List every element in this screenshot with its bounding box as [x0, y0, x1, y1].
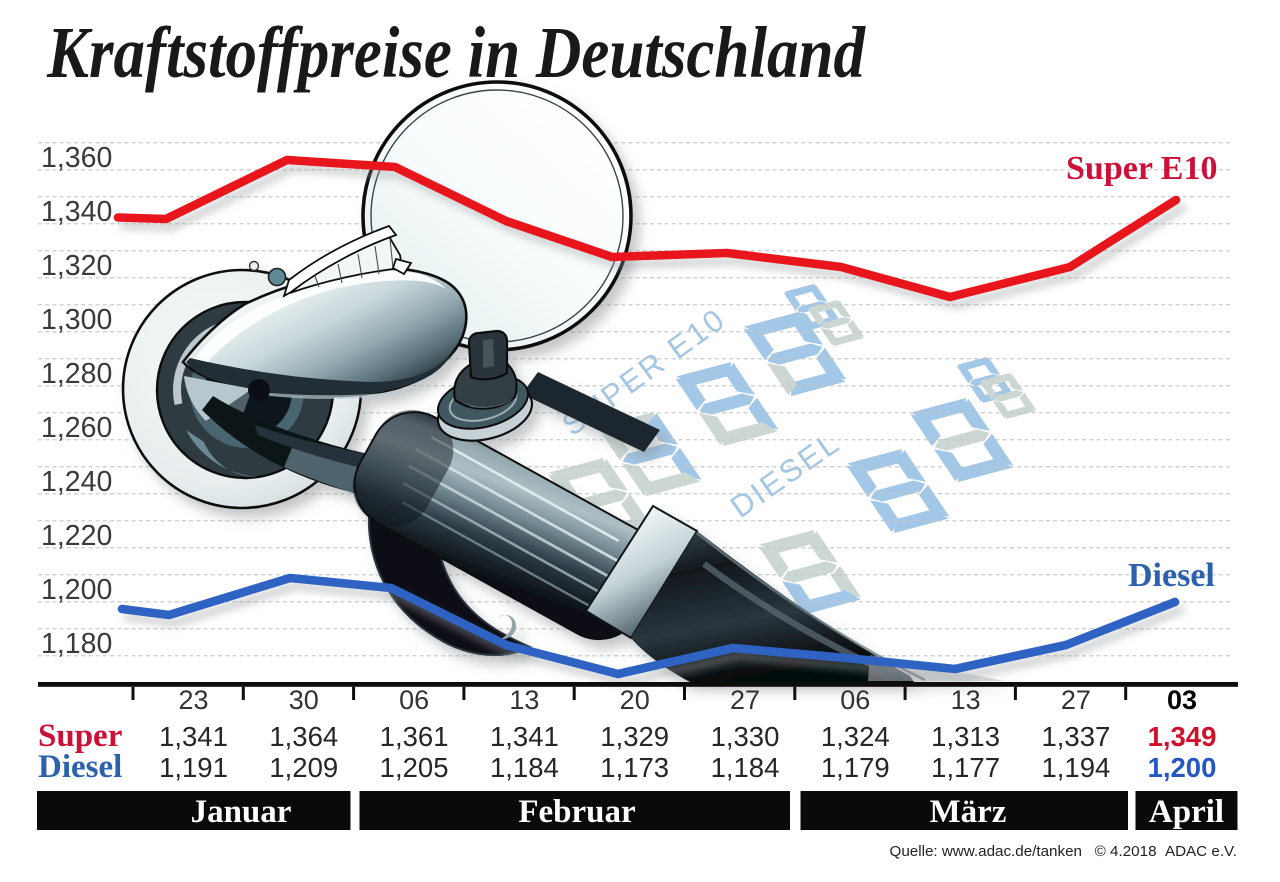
- svg-text:1,337: 1,337: [1041, 721, 1110, 752]
- svg-text:1,180: 1,180: [41, 628, 112, 660]
- svg-text:06: 06: [399, 685, 429, 715]
- svg-text:1,184: 1,184: [490, 752, 559, 783]
- svg-text:Super: Super: [38, 718, 122, 754]
- svg-text:1,300: 1,300: [41, 304, 112, 336]
- svg-text:30: 30: [289, 685, 319, 715]
- svg-text:27: 27: [730, 685, 760, 715]
- svg-text:23: 23: [178, 685, 208, 715]
- svg-text:1,200: 1,200: [1148, 752, 1217, 783]
- svg-text:1,179: 1,179: [821, 752, 890, 783]
- svg-text:April: April: [1149, 794, 1224, 830]
- svg-text:Kraftstoffpreise in Deutschlan: Kraftstoffpreise in Deutschland: [46, 12, 866, 93]
- svg-text:1,341: 1,341: [159, 721, 228, 752]
- svg-text:06: 06: [840, 685, 870, 715]
- svg-text:Quelle: www.adac.de/tanken ©: Quelle: www.adac.de/tanken © 4.2018 ADAC…: [890, 843, 1238, 860]
- svg-text:1,329: 1,329: [600, 721, 669, 752]
- svg-text:1,324: 1,324: [821, 721, 890, 752]
- svg-text:1,194: 1,194: [1041, 752, 1110, 783]
- svg-text:20: 20: [620, 685, 650, 715]
- svg-text:1,364: 1,364: [269, 721, 338, 752]
- svg-text:1,361: 1,361: [380, 721, 449, 752]
- svg-text:Februar: Februar: [518, 794, 635, 830]
- svg-text:13: 13: [509, 685, 539, 715]
- svg-text:1,205: 1,205: [380, 752, 449, 783]
- svg-text:1,209: 1,209: [269, 752, 338, 783]
- svg-text:Diesel: Diesel: [38, 749, 122, 785]
- svg-text:1,341: 1,341: [490, 721, 559, 752]
- svg-text:1,320: 1,320: [41, 250, 112, 282]
- svg-text:1,330: 1,330: [711, 721, 780, 752]
- svg-text:März: März: [930, 794, 1007, 830]
- svg-text:03: 03: [1167, 685, 1197, 715]
- svg-text:1,260: 1,260: [41, 412, 112, 444]
- svg-text:1,200: 1,200: [41, 574, 112, 606]
- svg-text:Super E10: Super E10: [1066, 150, 1217, 187]
- svg-text:1,313: 1,313: [931, 721, 1000, 752]
- svg-text:1,280: 1,280: [41, 358, 112, 390]
- svg-text:27: 27: [1061, 685, 1091, 715]
- svg-text:1,349: 1,349: [1148, 721, 1217, 752]
- svg-text:1,220: 1,220: [41, 520, 112, 552]
- svg-text:Diesel: Diesel: [1128, 557, 1215, 594]
- svg-text:1,191: 1,191: [159, 752, 228, 783]
- svg-text:1,173: 1,173: [600, 752, 669, 783]
- svg-text:Januar: Januar: [191, 794, 292, 830]
- svg-text:1,340: 1,340: [41, 196, 112, 228]
- svg-text:1,240: 1,240: [41, 466, 112, 498]
- svg-text:13: 13: [951, 685, 981, 715]
- svg-text:1,177: 1,177: [931, 752, 1000, 783]
- svg-text:1,360: 1,360: [41, 142, 112, 174]
- svg-text:1,184: 1,184: [711, 752, 780, 783]
